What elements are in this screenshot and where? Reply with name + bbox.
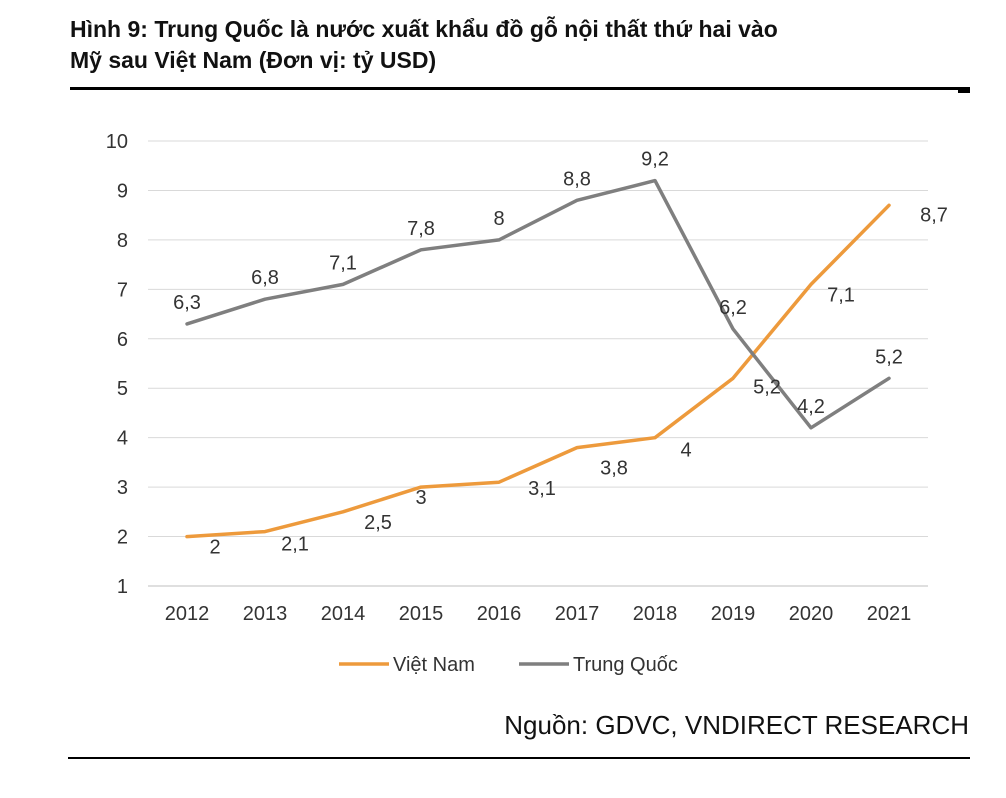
x-tick-label-2013: 2013: [243, 603, 288, 625]
data-label-viet-nam-2019: 5,2: [753, 376, 781, 398]
legend-label-viet-nam: Việt Nam: [393, 654, 475, 676]
x-tick-label-2015: 2015: [399, 603, 444, 625]
data-label-viet-nam-2017: 3,8: [600, 458, 628, 480]
x-tick-label-2019: 2019: [711, 603, 756, 625]
series-lines: [185, 178, 891, 539]
y-tick-label-6: 6: [117, 329, 128, 351]
data-label-trung-quoc-2015: 7,8: [407, 218, 435, 240]
data-label-viet-nam-2021: 8,7: [920, 204, 948, 226]
data-label-trung-quoc-2018: 9,2: [641, 149, 669, 171]
data-label-viet-nam-2016: 3,1: [528, 478, 556, 500]
data-label-viet-nam-2013: 2,1: [281, 534, 309, 556]
x-tick-label-2016: 2016: [477, 603, 522, 625]
x-tick-label-2021: 2021: [867, 603, 912, 625]
x-tick-label-2018: 2018: [633, 603, 678, 625]
line-chart: 1 2 3 4 5 6 7 8 9 10 2012 2013 2014 2015 2016 2017 2018…: [106, 131, 948, 676]
x-tick-label-2014: 2014: [321, 603, 366, 625]
y-tick-label-7: 7: [117, 279, 128, 301]
data-label-viet-nam-2012: 2: [209, 537, 220, 559]
data-label-trung-quoc-2012: 6,3: [173, 292, 201, 314]
series-line-viet-nam: [185, 203, 891, 539]
title-divider: [70, 87, 970, 90]
data-label-trung-quoc-2020: 4,2: [797, 396, 825, 418]
legend: Việt Nam Trung Quốc: [339, 654, 678, 676]
source-note: Nguồn: GDVC, VNDIRECT RESEARCH: [504, 710, 969, 740]
y-tick-label-3: 3: [117, 477, 128, 499]
x-tick-label-2017: 2017: [555, 603, 600, 625]
y-tick-label-8: 8: [117, 230, 128, 252]
y-tick-label-9: 9: [117, 180, 128, 202]
gridlines: [148, 140, 928, 587]
x-axis-ticks: 2012 2013 2014 2015 2016 2017 2018 2019 2020 2021: [165, 603, 912, 625]
data-label-viet-nam-2020: 7,1: [827, 284, 855, 306]
data-labels: 2 2,1 2,5 3 3,1 3,8 4 5,2 7,1 8,7 6,3 6,8 7,1 7,8 8 8,8…: [173, 149, 948, 559]
y-tick-label-2: 2: [117, 527, 128, 549]
y-axis-ticks: 1 2 3 4 5 6 7 8 9 10: [106, 131, 128, 598]
y-tick-label-5: 5: [117, 378, 128, 400]
data-label-viet-nam-2018: 4: [680, 440, 691, 462]
data-label-viet-nam-2014: 2,5: [364, 512, 392, 534]
bottom-divider: [68, 757, 970, 759]
data-label-trung-quoc-2013: 6,8: [251, 267, 279, 289]
data-label-trung-quoc-2021: 5,2: [875, 346, 903, 368]
x-tick-label-2020: 2020: [789, 603, 834, 625]
y-tick-label-1: 1: [117, 576, 128, 598]
data-label-trung-quoc-2014: 7,1: [329, 252, 357, 274]
figure-title: Hình 9: Trung Quốc là nước xuất khẩu đồ …: [70, 14, 950, 76]
legend-label-trung-quoc: Trung Quốc: [573, 654, 678, 676]
y-tick-label-10: 10: [106, 131, 128, 153]
data-label-trung-quoc-2017: 8,8: [563, 168, 591, 190]
data-label-viet-nam-2015: 3: [415, 487, 426, 509]
x-tick-label-2012: 2012: [165, 603, 210, 625]
series-line-trung-quoc: [185, 178, 891, 430]
figure-title-line-2: Mỹ sau Việt Nam (Đơn vị: tỷ USD): [70, 47, 437, 73]
data-label-trung-quoc-2019: 6,2: [719, 297, 747, 319]
title-divider-end: [958, 87, 970, 93]
figure-title-line-1: Hình 9: Trung Quốc là nước xuất khẩu đồ …: [70, 16, 778, 42]
y-tick-label-4: 4: [117, 428, 128, 450]
data-label-trung-quoc-2016: 8: [493, 208, 504, 230]
